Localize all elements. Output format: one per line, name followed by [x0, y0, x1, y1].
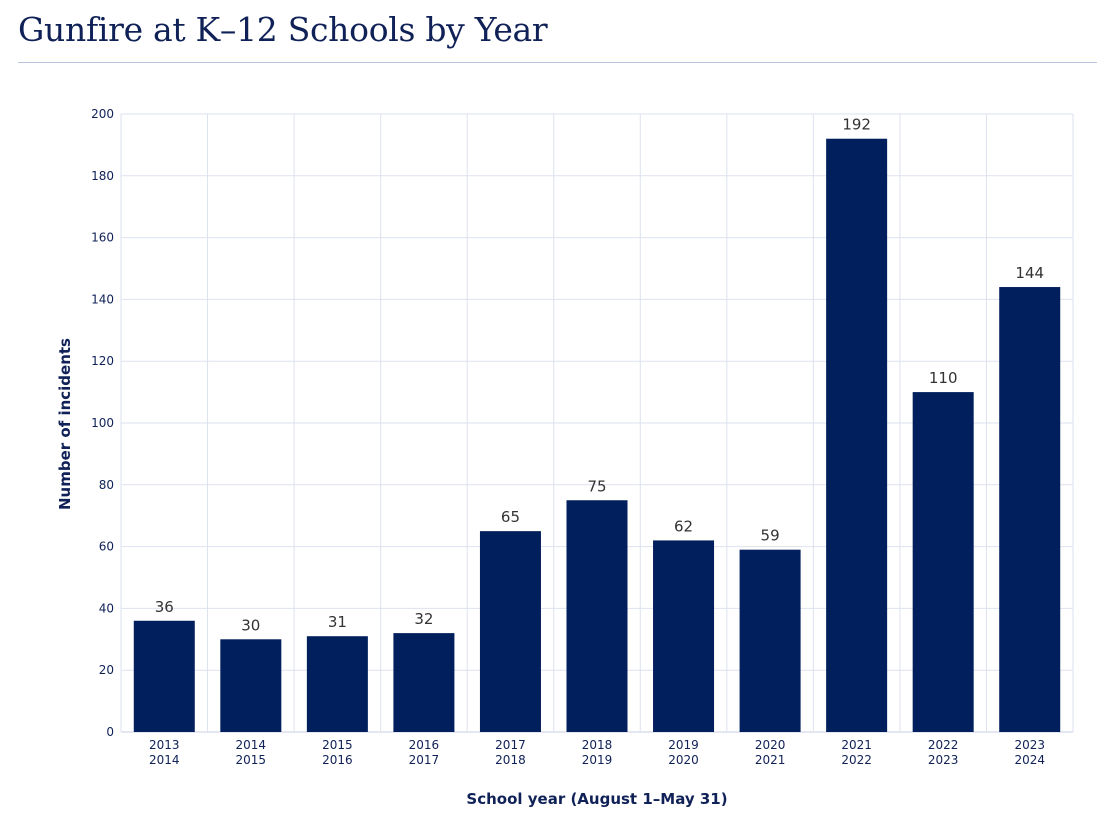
y-tick-label: 120 [91, 354, 114, 368]
x-tick-label: 2020 2021 [755, 738, 786, 767]
y-tick-label: 100 [91, 416, 114, 430]
bar [393, 633, 455, 732]
bar [306, 636, 368, 732]
data-labels: 36 30 31 32 65 75 62 59 192 110 144 [155, 116, 1044, 635]
data-label: 32 [414, 610, 433, 628]
bar [912, 392, 974, 732]
x-axis-title: School year (August 1–May 31) [466, 790, 727, 808]
x-tick-label: 2018 2019 [582, 738, 613, 767]
y-tick-label: 0 [106, 725, 114, 739]
x-tick-label: 2019 2020 [668, 738, 699, 767]
x-tick-label: 2023 2024 [1014, 738, 1045, 767]
x-tick-label: 2021 2022 [841, 738, 872, 767]
bar [653, 540, 715, 732]
y-axis-title: Number of incidents [56, 338, 74, 510]
x-tick-label: 2017 2018 [495, 738, 526, 767]
page-title: Gunfire at K–12 Schools by Year [18, 10, 548, 49]
x-tick-label: 2015 2016 [322, 738, 353, 767]
data-label: 192 [842, 116, 871, 134]
data-label: 144 [1015, 264, 1044, 282]
x-axis-ticks: 2013 2014 2014 2015 2015 2016 2016 2017 2017 2018… [149, 738, 1045, 767]
data-label: 62 [674, 517, 693, 535]
y-tick-label: 40 [99, 601, 114, 615]
y-tick-label: 180 [91, 169, 114, 183]
data-label: 31 [328, 613, 347, 631]
bar [739, 549, 801, 732]
x-tick-label: 2013 2014 [149, 738, 180, 767]
bar [133, 620, 195, 732]
data-label: 65 [501, 508, 520, 526]
bar [566, 500, 628, 732]
chart-bars [133, 138, 1061, 733]
y-tick-label: 200 [91, 107, 114, 121]
y-tick-label: 60 [99, 540, 114, 554]
x-tick-label: 2016 2017 [409, 738, 440, 767]
x-tick-label: 2014 2015 [236, 738, 267, 767]
bar [479, 531, 541, 732]
y-axis-ticks: 0 20 40 60 80 100 120 140 160 180 200 [91, 107, 114, 739]
y-tick-label: 160 [91, 231, 114, 245]
data-label: 59 [761, 527, 780, 545]
data-label: 75 [587, 477, 606, 495]
data-label: 36 [155, 598, 174, 616]
x-tick-label: 2022 2023 [928, 738, 959, 767]
bar [220, 639, 282, 732]
bar [999, 287, 1061, 732]
y-tick-label: 140 [91, 292, 114, 306]
data-label: 110 [929, 369, 958, 387]
y-tick-label: 80 [99, 478, 114, 492]
data-label: 30 [241, 616, 260, 634]
bar [826, 138, 888, 733]
title-divider [18, 62, 1097, 63]
y-tick-label: 20 [99, 663, 114, 677]
